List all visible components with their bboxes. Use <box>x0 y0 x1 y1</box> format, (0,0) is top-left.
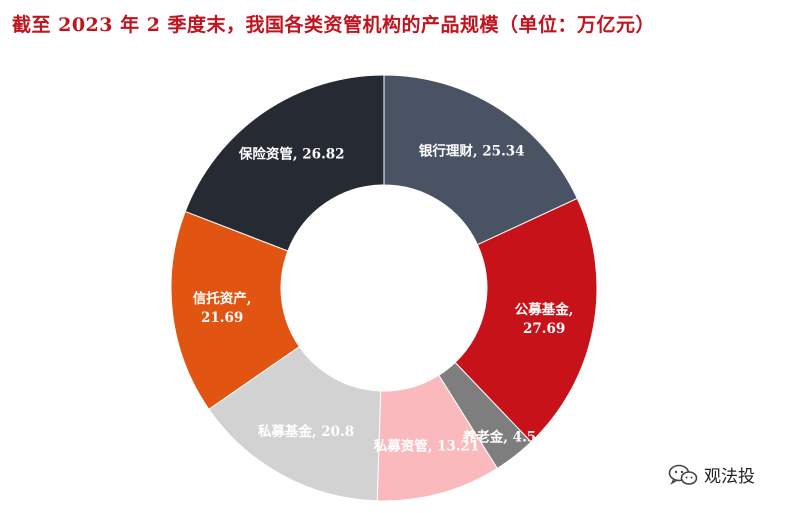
slice-label-line: 私募基金, 20.8 <box>258 423 354 440</box>
chart-title: 截至 2023 年 2 季度末，我国各类资管机构的产品规模（单位：万亿元） <box>12 14 656 36</box>
slice-label-line: 信托资产, <box>193 290 252 307</box>
watermark: 观法投 <box>668 462 755 487</box>
slice-label-line: 养老金, 4.5 <box>462 428 536 445</box>
slice-label-5: 信托资产, 21.69 <box>193 290 252 326</box>
wechat-icon <box>668 464 698 485</box>
slice-label-line: 保险资管, 26.82 <box>238 146 345 163</box>
donut-slice-5 <box>170 210 301 410</box>
slice-label-3: 私募资管, 13.21 <box>374 437 480 454</box>
donut-slices <box>170 74 598 502</box>
slice-label-2: 养老金, 4.5 <box>462 428 536 445</box>
slice-label-0: 银行理财, 25.34 <box>419 143 525 160</box>
watermark-text: 观法投 <box>704 467 755 487</box>
slice-label-line: 27.69 <box>523 321 565 337</box>
slice-label-line: 21.69 <box>201 310 243 326</box>
slice-label-6: 保险资管, 26.82 <box>238 146 345 163</box>
donut-slice-0 <box>383 74 578 246</box>
slice-label-line: 公募基金, <box>515 301 574 318</box>
slice-label-line: 银行理财, 25.34 <box>419 143 525 160</box>
donut-slice-6 <box>184 74 385 252</box>
donut-slice-1 <box>454 197 598 443</box>
slice-label-line: 私募资管, 13.21 <box>374 437 480 454</box>
donut-slice-4 <box>208 345 382 502</box>
slice-label-4: 私募基金, 20.8 <box>258 423 354 440</box>
slice-label-1: 公募基金, 27.69 <box>515 301 574 337</box>
